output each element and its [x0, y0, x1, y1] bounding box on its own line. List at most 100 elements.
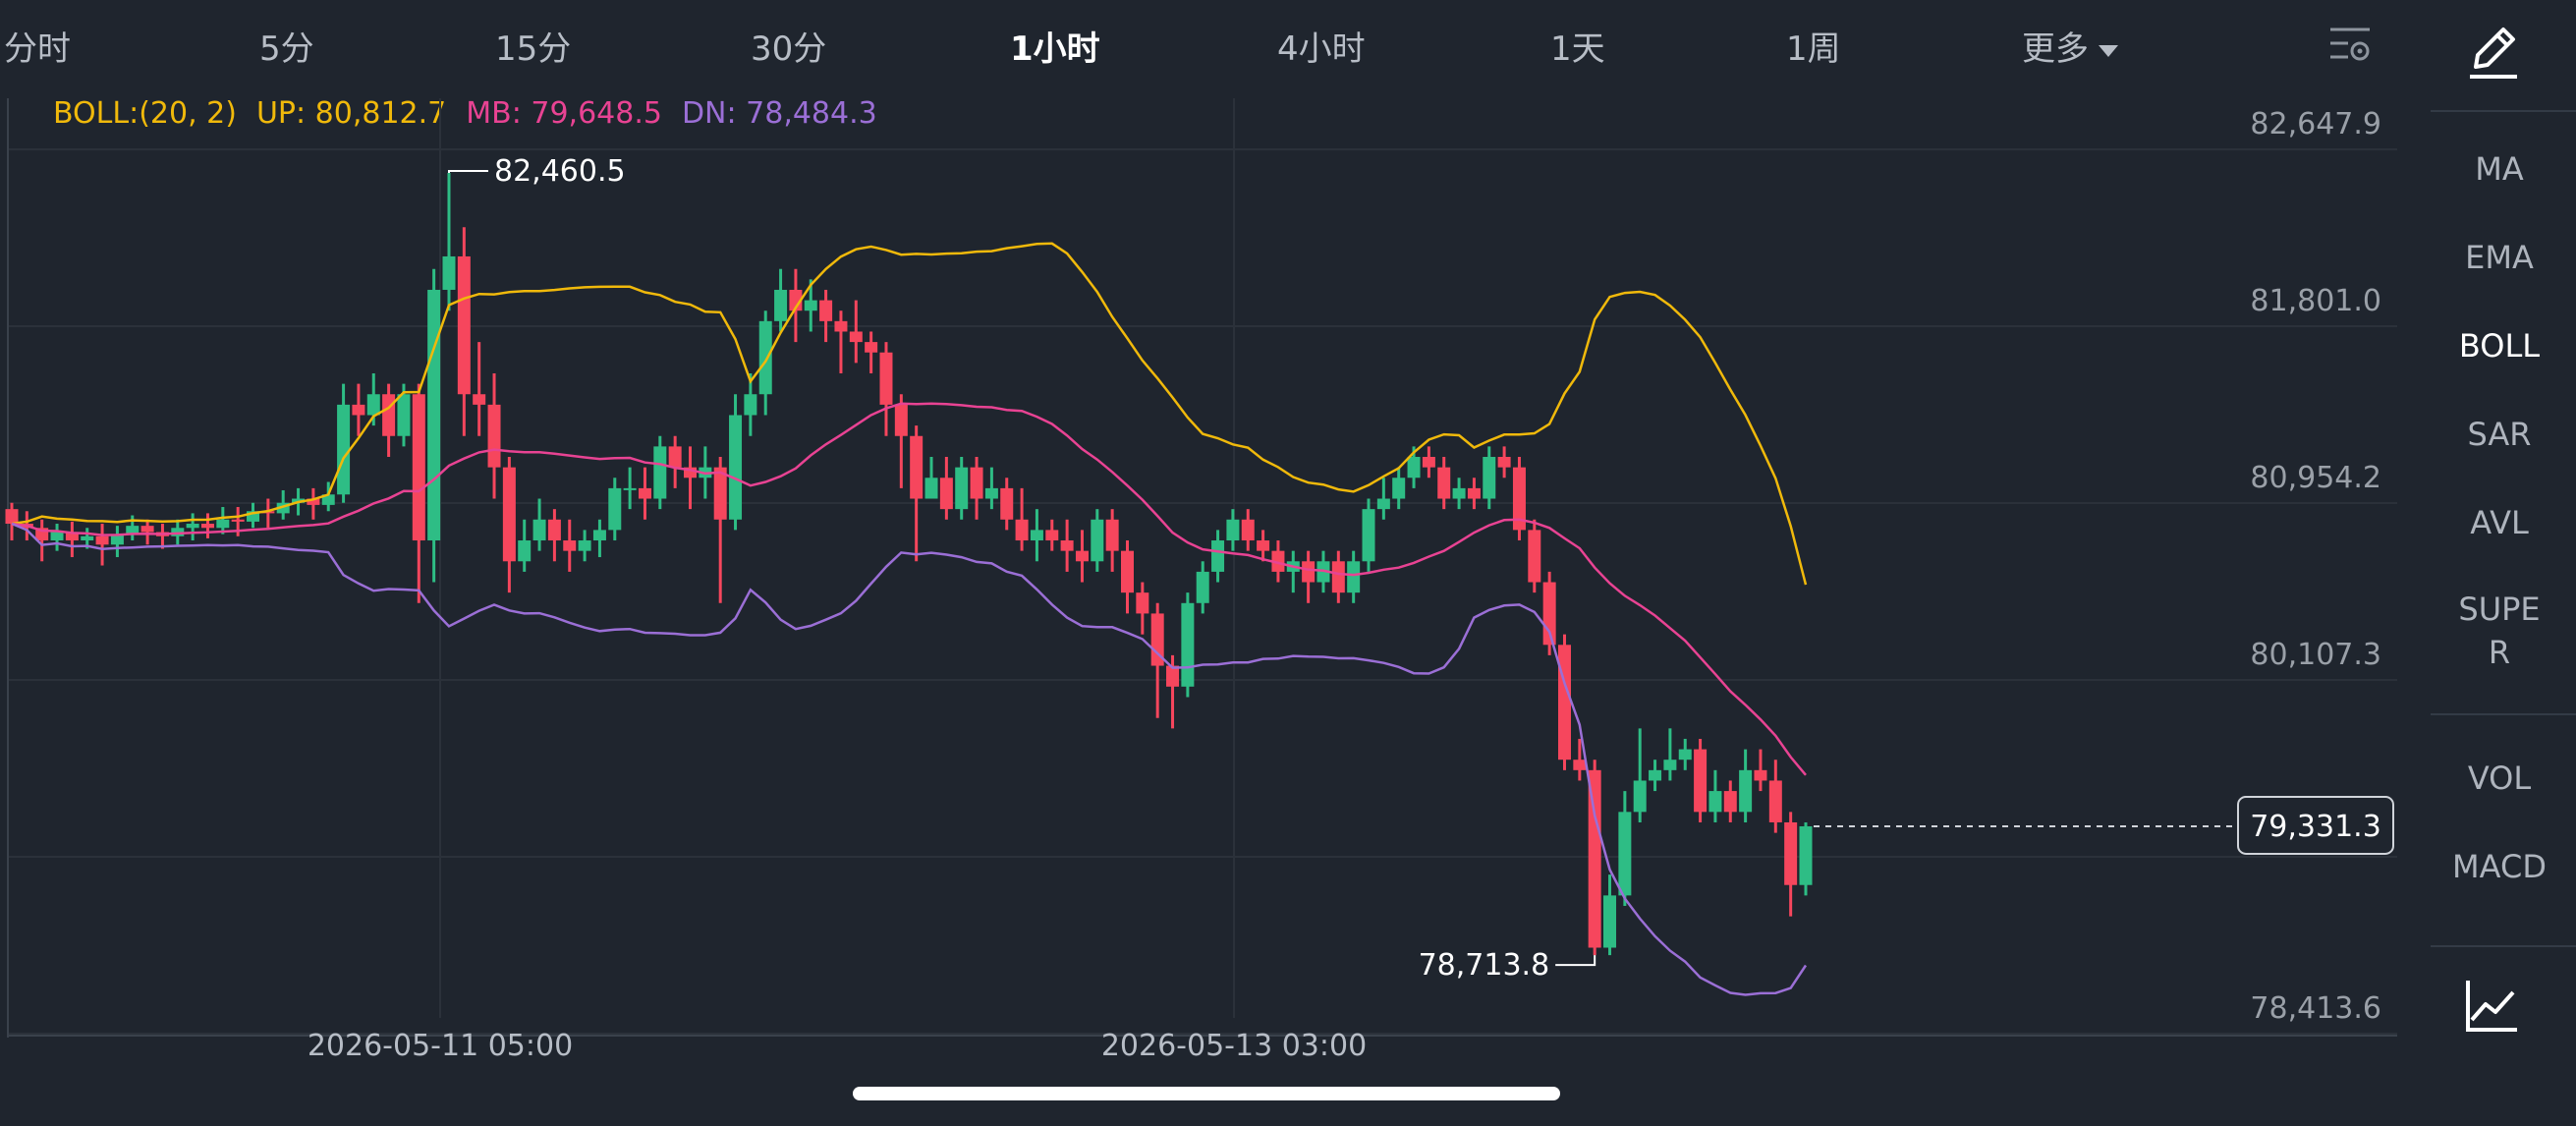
- candle-body: [834, 320, 848, 332]
- candle-body: [1075, 550, 1089, 562]
- sidebar-item-macd[interactable]: MACD: [2452, 848, 2547, 885]
- candle-body: [1588, 769, 1601, 948]
- candle-body: [1271, 550, 1285, 572]
- tab-timeframe[interactable]: 1周: [1786, 29, 1841, 69]
- sidebar-item-sar[interactable]: SAR: [2467, 416, 2532, 453]
- candle-body: [1663, 760, 1677, 770]
- candle-body: [126, 526, 140, 535]
- candle-body: [1120, 550, 1134, 593]
- candle-body: [307, 498, 320, 505]
- sidebar-item-super[interactable]: SUPER: [2458, 591, 2541, 671]
- candle-body: [366, 394, 380, 416]
- tab-timeframe[interactable]: 4小时: [1277, 29, 1366, 69]
- sidebar-divider: [2431, 945, 2576, 947]
- sidebar-item-ema[interactable]: EMA: [2465, 239, 2534, 276]
- home-indicator: [853, 1087, 1560, 1100]
- caret-down-icon: [2099, 44, 2118, 57]
- candle-body: [352, 404, 365, 416]
- chart-settings-icon[interactable]: [2326, 22, 2374, 69]
- candle-body: [1437, 467, 1451, 499]
- candle-body: [1362, 509, 1375, 562]
- candle-body: [532, 519, 546, 541]
- candle-body: [1060, 540, 1074, 551]
- sidebar-item-ma[interactable]: MA: [2475, 150, 2524, 188]
- candle-body: [1723, 791, 1737, 813]
- candle-body: [442, 255, 456, 290]
- candle-body: [427, 289, 441, 541]
- legend-dn: DN: 78,484.3: [681, 96, 877, 131]
- candle-body: [1000, 487, 1014, 520]
- current-price-box: [2237, 795, 2394, 855]
- tab-timeframe[interactable]: 1小时: [1010, 29, 1100, 69]
- candle-body: [638, 487, 651, 499]
- candle-body: [457, 255, 471, 395]
- candle-body: [744, 394, 757, 416]
- candle-body: [1150, 613, 1164, 666]
- price-tick-label: 81,801.0: [2250, 284, 2381, 318]
- candle-body: [668, 446, 682, 468]
- tab-timeframe[interactable]: 分时: [4, 29, 71, 69]
- candle-body: [110, 534, 124, 545]
- candle-body: [231, 519, 245, 522]
- candle-body: [1784, 821, 1798, 885]
- candle-body: [1181, 602, 1195, 687]
- pencil-icon[interactable]: [2462, 22, 2525, 84]
- candle-body: [518, 540, 532, 562]
- candle-body: [1422, 457, 1435, 468]
- candle-body: [955, 467, 969, 510]
- candle-body: [171, 528, 185, 536]
- candle-body: [1483, 457, 1496, 499]
- candle-body: [729, 415, 743, 520]
- sidebar-item-avl[interactable]: AVL: [2470, 504, 2529, 541]
- candle-body: [1528, 530, 1541, 583]
- indicator-sidebar: MA EMA BOLL SAR AVL SUPER VOL MACD: [2423, 0, 2576, 1126]
- candle-body: [1015, 519, 1029, 541]
- candle-body: [1678, 749, 1692, 760]
- candle-body: [65, 532, 79, 541]
- candle-body: [819, 300, 833, 321]
- candle-body: [1091, 519, 1104, 562]
- candle-body: [758, 320, 772, 395]
- candle-body: [95, 535, 109, 545]
- candle-body: [216, 519, 230, 529]
- tab-more[interactable]: 更多: [2022, 22, 2118, 70]
- candle-body: [1497, 457, 1511, 468]
- candle-body: [1618, 812, 1632, 896]
- candle-body: [1799, 826, 1813, 885]
- candle-body: [1452, 487, 1466, 499]
- candle-body: [653, 446, 667, 499]
- candle-body: [186, 524, 199, 529]
- candle-body: [774, 289, 788, 321]
- tab-timeframe[interactable]: 5分: [259, 29, 314, 69]
- candle-body: [563, 540, 577, 551]
- sidebar-item-vol[interactable]: VOL: [2467, 760, 2532, 797]
- candle-body: [1512, 467, 1526, 531]
- line-chart-icon[interactable]: [2462, 975, 2523, 1036]
- candlestick-chart[interactable]: 82,647.9 81,801.0 80,954.2 80,107.3 78,413.6…: [0, 0, 2423, 1081]
- candle-body: [412, 394, 425, 541]
- candle-body: [547, 519, 561, 541]
- max-marker-line: [447, 169, 488, 173]
- candle-body: [924, 478, 938, 499]
- candle-body: [1211, 540, 1225, 572]
- candle-body: [1633, 780, 1647, 813]
- candle-body: [292, 498, 306, 503]
- candle-body: [1649, 769, 1662, 781]
- tab-timeframe[interactable]: 15分: [495, 29, 572, 69]
- time-tick-label: 2026-05-11 05:00: [308, 1029, 573, 1063]
- candle-body: [5, 509, 19, 525]
- candle-body: [1573, 760, 1587, 770]
- candle-body: [81, 535, 94, 541]
- time-tick-label: 2026-05-13 03:00: [1101, 1029, 1367, 1063]
- tab-timeframe[interactable]: 1天: [1550, 29, 1605, 69]
- candle-body: [1045, 530, 1059, 541]
- legend-indicator: BOLL:(20, 2): [53, 96, 237, 131]
- candle-body: [1467, 487, 1481, 499]
- price-tick-label: 82,647.9: [2250, 107, 2381, 141]
- tab-timeframe[interactable]: 30分: [751, 29, 827, 69]
- sidebar-item-boll[interactable]: BOLL: [2458, 327, 2541, 365]
- candle-body: [337, 404, 351, 495]
- candle-body: [894, 404, 908, 436]
- candle-body: [849, 331, 863, 343]
- boll-up-line: [11, 242, 1808, 586]
